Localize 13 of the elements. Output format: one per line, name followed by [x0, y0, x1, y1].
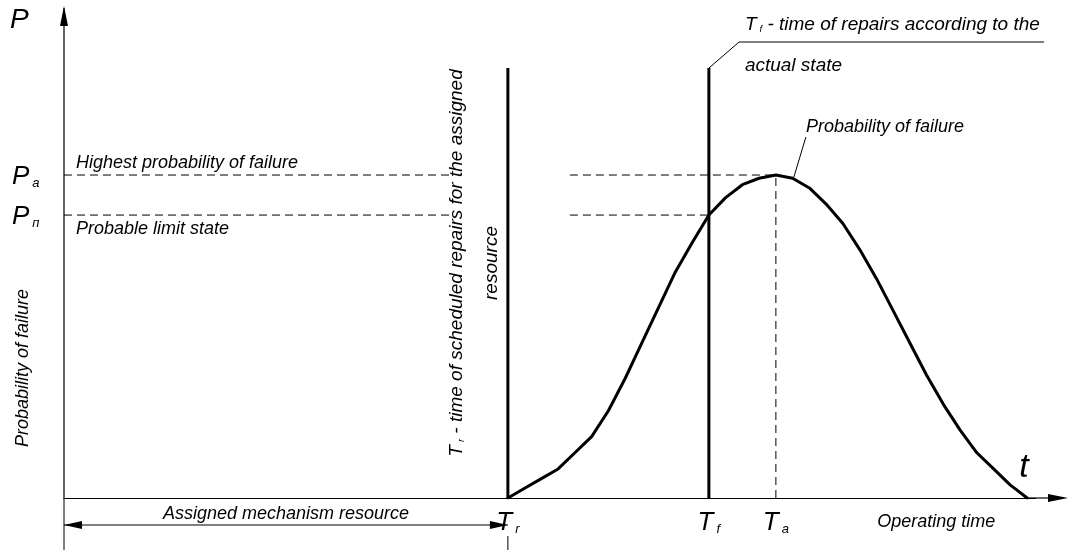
text: Probability of failure	[805, 116, 964, 137]
ref-line-label: T$_{f}$ - time of repairs according to the actual state	[744, 12, 1041, 78]
annotation: Probable limit state	[76, 218, 230, 239]
ref-line-label: P$_{п}$	[12, 199, 40, 231]
annotation: Highest probability of failure	[76, 152, 299, 173]
x-tick-label: T$_{a}$	[762, 506, 789, 537]
text: P	[10, 2, 29, 34]
ref-line-label: P$_{a}$	[12, 159, 40, 191]
annotation: t	[1019, 446, 1031, 484]
y-axis-title: Probability of failure	[12, 288, 32, 448]
x-tick-label: T$_{f}$	[697, 506, 721, 537]
text: Assigned mechanism resource	[161, 503, 409, 523]
x-axis-title: Operating time	[877, 511, 996, 531]
